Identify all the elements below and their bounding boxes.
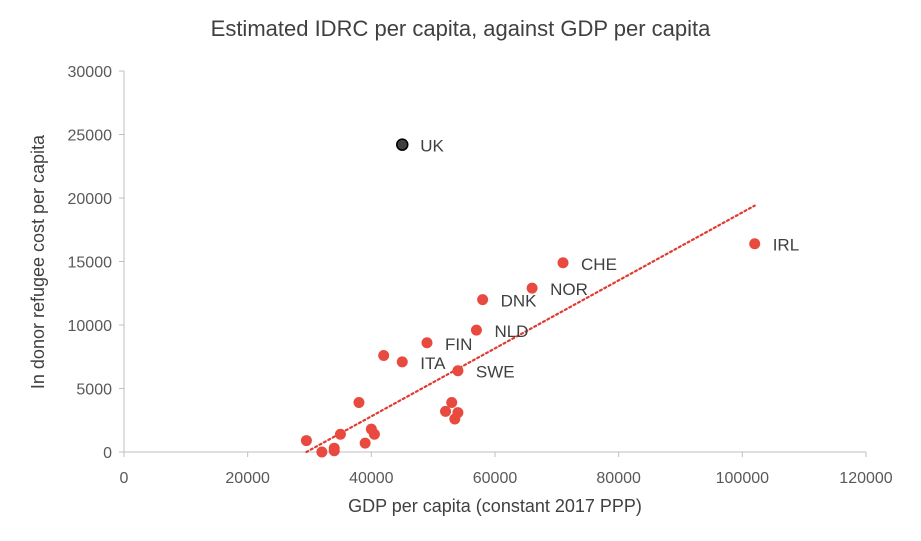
x-tick-label: 40000: [349, 470, 394, 487]
point-swe: [452, 365, 464, 377]
x-tick-label: 60000: [473, 470, 518, 487]
data-point: [440, 405, 452, 417]
point-label-nld: NLD: [494, 322, 528, 341]
data-point: [353, 396, 365, 408]
y-tick-label: 5000: [76, 382, 112, 399]
point-label-dnk: DNK: [501, 292, 538, 311]
points-layer: [300, 138, 761, 458]
data-point: [328, 445, 340, 457]
data-point: [359, 437, 371, 449]
x-tick-label: 0: [120, 470, 129, 487]
point-label-swe: SWE: [476, 363, 515, 382]
data-point: [300, 435, 312, 447]
data-point: [368, 428, 380, 440]
point-label-irl: IRL: [773, 236, 799, 255]
point-nld: [470, 324, 482, 336]
point-nor: [526, 282, 538, 294]
x-tick-label: 80000: [596, 470, 641, 487]
trendline: [305, 204, 756, 454]
point-dnk: [477, 294, 489, 306]
point-label-che: CHE: [581, 255, 617, 274]
point-label-nor: NOR: [550, 280, 588, 299]
point-uk: [396, 138, 409, 151]
chart-title: Estimated IDRC per capita, against GDP p…: [210, 16, 711, 41]
x-axis-label: GDP per capita (constant 2017 PPP): [348, 496, 642, 516]
data-point: [446, 396, 458, 408]
point-label-ita: ITA: [420, 354, 446, 373]
data-point: [449, 413, 461, 425]
data-point: [334, 428, 346, 440]
x-tick-label: 20000: [225, 470, 270, 487]
y-tick-label: 30000: [68, 64, 113, 81]
point-che: [557, 257, 569, 269]
x-tick-label: 120000: [839, 470, 892, 487]
point-label-uk: UK: [420, 137, 444, 156]
y-tick-label: 20000: [68, 191, 113, 208]
x-tick-label: 100000: [716, 470, 769, 487]
axes: 0 5000 10000 15000 20000 25000 30000 0 20000 4000…: [68, 64, 893, 487]
data-point: [316, 446, 328, 458]
y-tick-label: 0: [103, 445, 112, 462]
y-tick-label: 15000: [68, 255, 113, 272]
point-fin: [421, 337, 433, 349]
y-tick-label: 10000: [68, 318, 113, 335]
trendline-layer: [305, 204, 756, 454]
point-ita: [396, 356, 408, 368]
point-irl: [749, 238, 761, 250]
point-label-fin: FIN: [445, 335, 472, 354]
y-tick-label: 25000: [68, 128, 113, 145]
data-point: [378, 349, 390, 361]
